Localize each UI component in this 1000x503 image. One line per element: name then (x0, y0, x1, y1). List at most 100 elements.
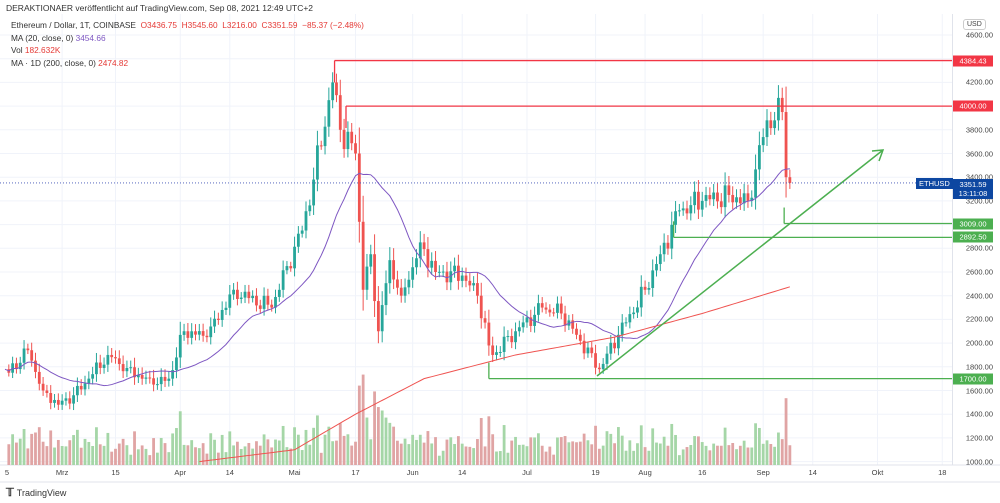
volume-bar (365, 417, 369, 465)
candle-body (563, 313, 567, 326)
volume-bar (350, 445, 354, 465)
candle-body (670, 224, 674, 249)
candle-body (704, 195, 708, 201)
volume-bar (643, 447, 647, 465)
price-tick: 2000.00 (965, 338, 993, 348)
price-tick: 3200.00 (965, 196, 993, 206)
volume-bar (186, 445, 190, 465)
candle-body (201, 331, 205, 336)
level-price-tag: 2892.50 (953, 231, 993, 243)
candle-body (110, 354, 114, 358)
candle-body (327, 100, 331, 127)
volume-bar (544, 451, 548, 465)
candle-body (765, 120, 769, 138)
volume-bar (148, 455, 152, 465)
volume-bar (521, 444, 525, 465)
candle-body (365, 266, 369, 290)
volume-bar (556, 437, 559, 465)
volume-bar (95, 427, 98, 465)
candle-body (346, 131, 350, 150)
candle-body (552, 312, 556, 314)
candle-body (479, 295, 483, 319)
ma20-value: 3454.66 (75, 32, 106, 43)
volume-bar (487, 416, 491, 465)
volume-bar (331, 441, 335, 465)
candle-body (72, 395, 75, 404)
candle-body (15, 363, 18, 370)
volume-bar (75, 429, 79, 465)
volume-bar (605, 431, 609, 465)
volume-bar (83, 438, 87, 465)
candle-body (422, 242, 426, 250)
volume-bar (380, 410, 384, 465)
candle-body (175, 357, 178, 371)
volume-bar (529, 437, 533, 465)
candle-body (182, 331, 186, 335)
volume-bar (563, 436, 567, 465)
candle-body (262, 295, 266, 309)
volume-bar (144, 448, 148, 465)
volume-bar (658, 443, 662, 465)
candle-body (186, 331, 190, 338)
candle-body (780, 97, 784, 113)
volume-bar (468, 446, 472, 465)
volume-bar (708, 450, 712, 465)
volume-bar (300, 450, 304, 465)
candle-body (197, 331, 201, 335)
candle-body (666, 242, 670, 249)
candle-body (83, 383, 87, 390)
candle-body (597, 367, 601, 370)
candle-body (407, 279, 411, 288)
candle-body (517, 327, 521, 332)
candle-body (510, 336, 514, 343)
volume-bar (704, 445, 708, 465)
volume-bar (586, 440, 590, 465)
candle-body (769, 120, 773, 129)
candle-body (601, 363, 605, 370)
candle-body (636, 307, 639, 313)
time-tick: Apr (174, 468, 187, 477)
volume-bar (582, 433, 586, 465)
volume-bar (53, 447, 56, 465)
candle-body (453, 265, 456, 272)
change-value: −85.37 (−2.48%) (302, 20, 364, 30)
volume-bar (784, 398, 788, 465)
candle-body (426, 249, 430, 268)
volume-bar (510, 440, 514, 465)
volume-bar (693, 436, 697, 465)
currency-button[interactable]: USD (963, 19, 986, 30)
volume-bar (418, 434, 422, 465)
volume-bar (533, 437, 536, 465)
tv-logo-icon: 𝕋 (6, 487, 14, 499)
candle-body (571, 320, 575, 329)
candle-body (784, 112, 788, 178)
candle-body (586, 347, 590, 354)
volume-bar (361, 374, 365, 465)
price-axis[interactable]: 4600.00 4200.00 3800.00 3600.00 3400.00 3200.… (952, 14, 1000, 466)
candle-body (399, 287, 403, 296)
candle-body (719, 201, 723, 208)
volume-bar (597, 448, 601, 465)
candle-body (575, 328, 578, 335)
volume-bar (426, 431, 430, 465)
candle-body (613, 342, 616, 349)
candle-body (53, 399, 56, 403)
close-value: C3351.59 (261, 20, 298, 30)
candle-body (56, 399, 60, 405)
candle-body (761, 137, 765, 146)
volume-bar (22, 429, 26, 465)
candle-body (213, 318, 216, 327)
candle-body (125, 367, 129, 372)
candle-body (95, 362, 98, 375)
candle-body (270, 304, 274, 308)
candle-body (396, 279, 399, 288)
published-by: DERAKTIONAER veröffentlicht auf TradingV… (6, 3, 314, 13)
candle-body (559, 303, 563, 314)
volume-bar (651, 428, 655, 465)
volume-bar (171, 433, 175, 465)
volume-bar (754, 423, 757, 465)
volume-bar (293, 427, 296, 465)
volume-bar (548, 446, 552, 465)
candle-body (178, 334, 182, 358)
